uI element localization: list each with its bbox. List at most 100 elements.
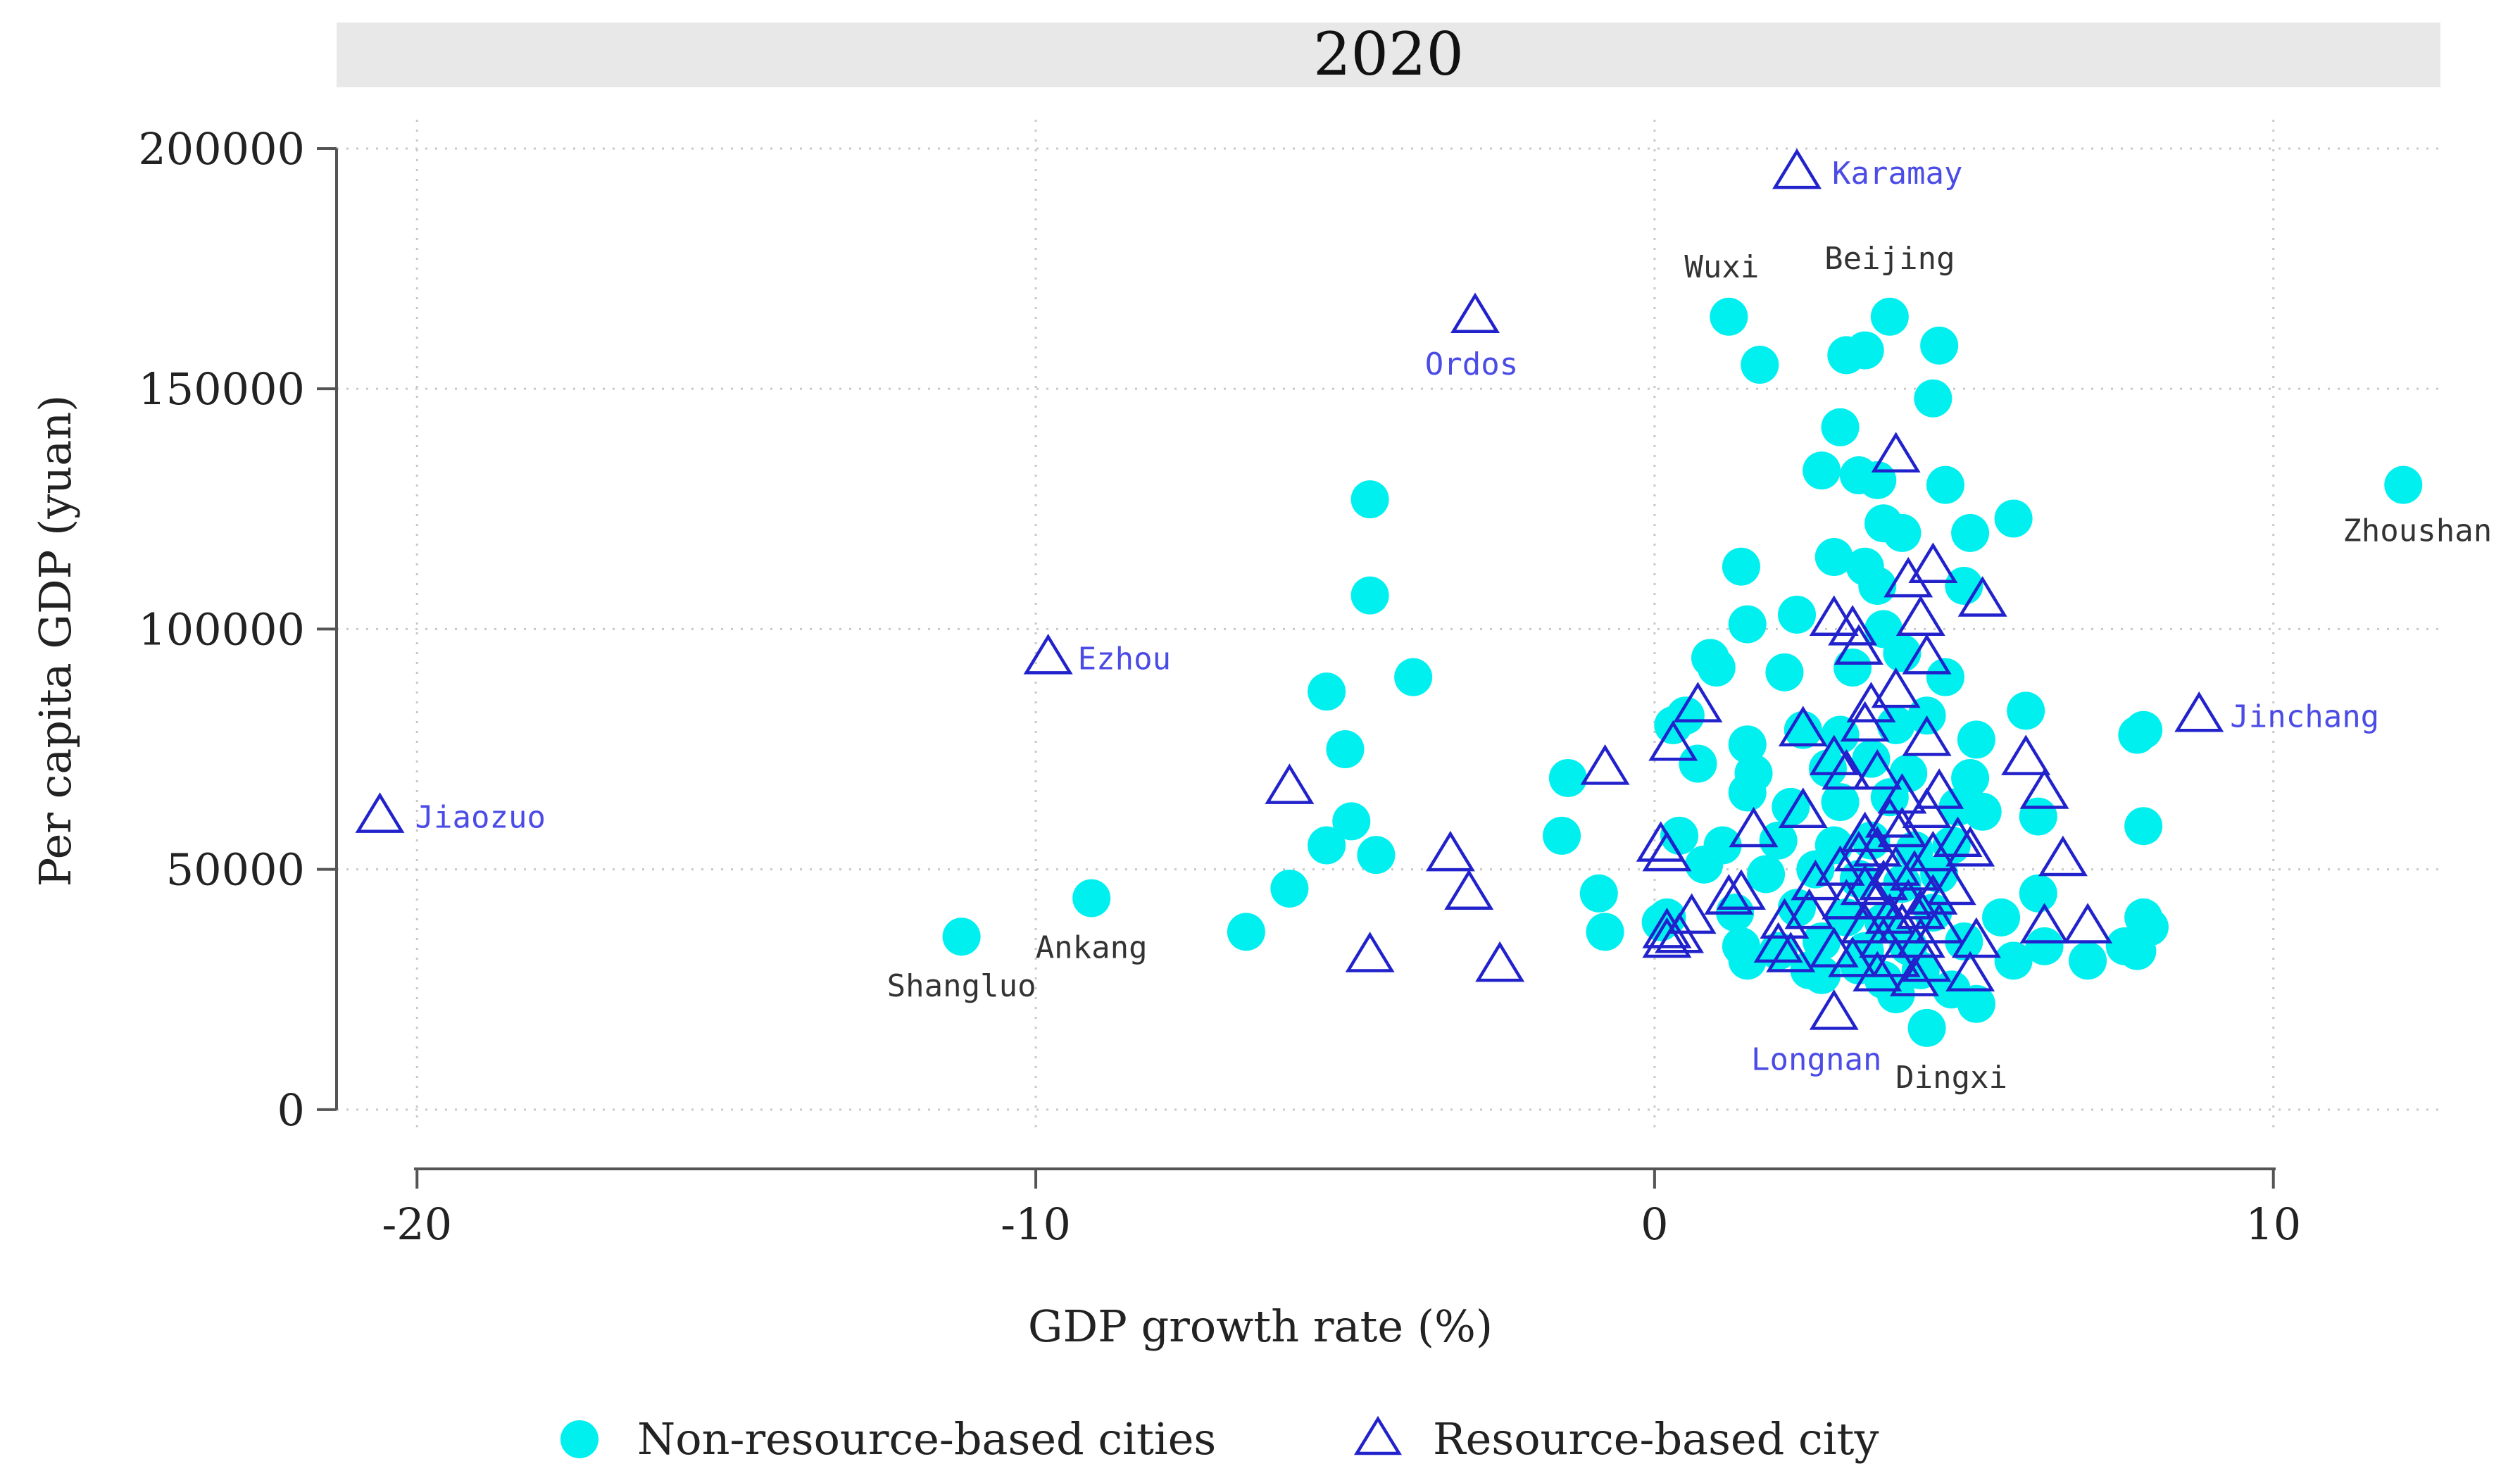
point-resource-1 [1450, 292, 1500, 334]
point-resource-34 [1729, 806, 1779, 848]
point-non-resource-96 [2069, 941, 2107, 980]
point-resource-68 [2019, 903, 2069, 944]
point-resource-27 [1914, 768, 1964, 809]
point-resource-43 [1945, 826, 1995, 867]
point-resource-55 [1716, 869, 1766, 910]
point-resource-7 [1908, 542, 1958, 583]
chart-title: 2020 [1313, 20, 1464, 89]
y-tick-label-0: 0 [277, 1084, 305, 1136]
point-non-resource-58 [2124, 807, 2163, 846]
point-resource-3 [355, 792, 405, 833]
point-non-resource-113 [1543, 816, 1581, 855]
point-resource-12 [1895, 595, 1945, 637]
legend-label-non-resource: Non-resource-based cities [637, 1413, 1216, 1465]
point-resource-16 [1846, 682, 1896, 722]
point-resource-14 [1902, 634, 1952, 675]
y-tick-label-2: 100000 [138, 603, 305, 655]
point-non-resource-51 [1728, 773, 1767, 812]
point-non-resource-79 [1982, 898, 2021, 937]
point-non-resource-20 [1814, 538, 1853, 577]
point-resource-10 [1809, 595, 1859, 637]
x-tick-label-1: -10 [1001, 1198, 1071, 1250]
y-axis-title: Per capita GDP (yuan) [30, 395, 81, 887]
point-resource-21 [1902, 715, 1952, 756]
point-label-dingxi: Dingxi [1895, 1060, 2007, 1096]
point-resource-33 [1902, 787, 1952, 828]
point-non-resource-111 [1227, 913, 1265, 951]
x-tick-label-3: 10 [2245, 1198, 2301, 1250]
point-resource-2 [1023, 634, 1073, 675]
point-label-zhoushan: Zhoushan [2343, 513, 2492, 549]
point-resource-25 [1853, 749, 1902, 790]
point-non-resource-22 [1722, 547, 1760, 586]
axes: 0 50000 100000 150000 200000 -20 -10 0 10 [138, 123, 2301, 1250]
point-non-resource-29 [1697, 649, 1736, 687]
point-label-wuxi: Wuxi [1684, 249, 1759, 285]
point-non-resource-2 [1072, 879, 1111, 918]
point-resource-53 [1444, 869, 1494, 910]
y-tick-label-1: 50000 [166, 844, 305, 896]
point-resource-54 [1704, 874, 1754, 915]
point-non-resource-115 [1586, 913, 1624, 951]
point-non-resource-66 [1685, 845, 1724, 884]
point-non-resource-31 [1833, 649, 1872, 687]
point-non-resource-13 [1803, 451, 1841, 490]
point-non-resource-50 [1951, 758, 1990, 797]
point-non-resource-16 [1994, 499, 2033, 538]
point-resource-0 [1772, 148, 1822, 189]
point-non-resource-106 [1326, 730, 1365, 769]
point-non-resource-107 [1332, 802, 1371, 841]
point-resource-82 [1475, 941, 1525, 982]
point-non-resource-67 [1747, 855, 1786, 894]
point-resource-78 [1766, 932, 1816, 972]
point-non-resource-33 [1926, 658, 1964, 696]
point-resource-75 [1753, 922, 1803, 963]
point-non-resource-0 [2384, 465, 2423, 504]
point-resource-46 [1815, 845, 1865, 886]
grid-lines [337, 120, 2440, 1134]
point-resource-45 [1425, 830, 1475, 872]
point-resource-11 [1828, 605, 1878, 646]
point-non-resource-25 [1728, 605, 1767, 644]
point-non-resource-3 [1710, 297, 1748, 336]
point-resource-6 [1871, 432, 1921, 472]
point-resource-56 [1822, 879, 1872, 920]
point-resource-40 [1833, 830, 1883, 872]
point-resource-71 [1655, 912, 1705, 953]
point-resource-9 [1957, 576, 2007, 617]
point-non-resource-39 [1876, 706, 1915, 744]
point-label-ordos: Ordos [1425, 346, 1518, 382]
point-label-jiaozuo: Jiaozuo [415, 800, 546, 836]
point-resource-13 [1833, 624, 1883, 665]
point-label-beijing: Beijing [1824, 241, 1955, 277]
point-non-resource-1 [942, 918, 981, 956]
point-non-resource-90 [2118, 932, 2157, 970]
point-resource-77 [1642, 917, 1692, 958]
title-band [337, 23, 2440, 87]
point-non-resource-8 [1845, 331, 1884, 370]
point-non-resource-102 [1350, 480, 1389, 519]
point-label-ankang: Ankang [1036, 930, 1148, 966]
point-non-resource-104 [1394, 658, 1433, 696]
point-resource-19 [1840, 701, 1890, 742]
point-non-resource-17 [1951, 513, 1990, 552]
point-resource-76 [1809, 927, 1859, 967]
point-non-resource-114 [1579, 874, 1618, 913]
point-non-resource-4 [1870, 297, 1909, 336]
point-resource-26 [1580, 744, 1630, 785]
x-tick-label-2: 0 [1641, 1198, 1668, 1250]
point-label-jinchang: Jinchang [2230, 699, 2379, 734]
point-non-resource-109 [1357, 836, 1396, 875]
point-non-resource-110 [1270, 869, 1309, 908]
point-non-resource-10 [1914, 379, 1952, 418]
point-resource-41 [1853, 826, 1902, 867]
point-non-resource-103 [1350, 576, 1389, 615]
point-resource-24 [1822, 749, 1872, 790]
point-resource-5 [1809, 989, 1859, 1030]
point-label-karamay: Karamay [1832, 156, 1962, 192]
point-non-resource-53 [1821, 783, 1860, 822]
point-resource-44 [2038, 835, 2088, 877]
point-resource-51 [1859, 859, 1909, 901]
